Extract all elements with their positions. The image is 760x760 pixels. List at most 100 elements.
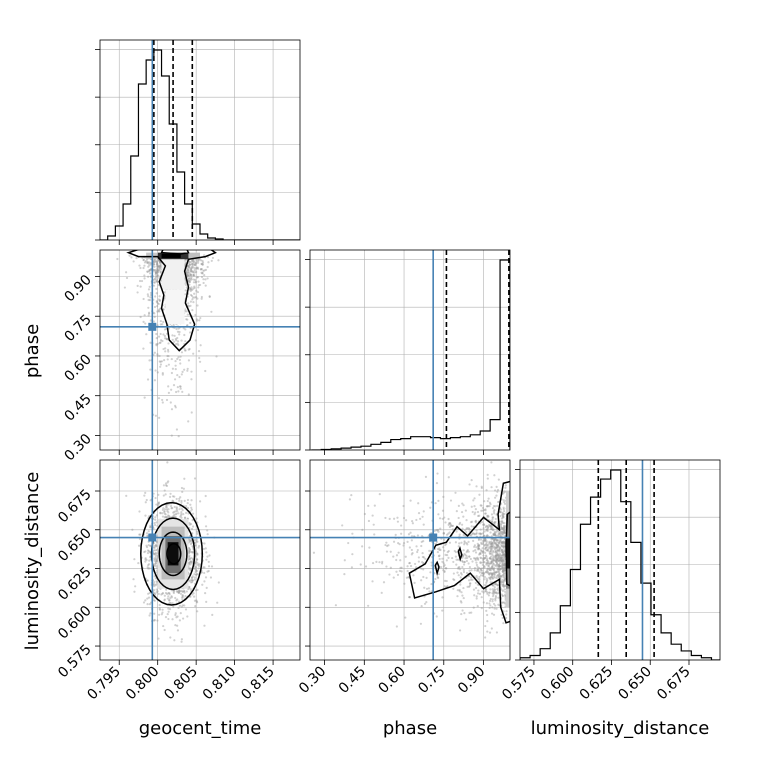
x-tick-label-geocent_time-0: 0.795 — [84, 664, 124, 704]
sample-point — [497, 545, 500, 548]
sample-point — [472, 550, 475, 553]
sample-point — [494, 549, 497, 552]
sample-point — [485, 569, 489, 572]
sample-point — [178, 590, 181, 593]
sample-point — [486, 514, 490, 517]
sample-point — [158, 260, 161, 263]
sample-point — [483, 557, 486, 560]
sample-point — [200, 262, 203, 266]
sample-point — [489, 562, 493, 565]
sample-point — [488, 557, 491, 560]
sample-point — [502, 583, 505, 586]
sample-point — [182, 590, 186, 593]
sample-point — [184, 293, 187, 296]
sample-point — [503, 553, 506, 556]
sample-point — [493, 573, 496, 576]
sample-point — [196, 328, 200, 332]
sample-point — [494, 546, 498, 550]
sample-point — [176, 598, 179, 601]
sample-point — [187, 266, 191, 270]
sample-point — [497, 556, 500, 559]
sample-point — [484, 546, 487, 550]
sample-point — [192, 592, 195, 595]
sample-point — [146, 551, 150, 555]
sample-point — [174, 364, 177, 367]
sample-point — [167, 503, 170, 506]
sample-point — [156, 274, 159, 277]
sample-point — [207, 569, 210, 573]
sample-point — [486, 592, 489, 595]
sample-point — [502, 545, 505, 549]
sample-point — [495, 554, 498, 557]
sample-point — [189, 567, 192, 570]
sample-point — [177, 453, 179, 455]
sample-point — [501, 594, 505, 598]
sample-point — [194, 550, 198, 553]
sample-point — [176, 386, 179, 389]
sample-point — [497, 557, 501, 560]
sample-point — [438, 557, 441, 561]
sample-point — [488, 501, 492, 504]
sample-point — [482, 534, 486, 537]
sample-point — [491, 595, 495, 598]
sample-point — [468, 555, 471, 558]
sample-point — [155, 541, 159, 544]
sample-point — [477, 577, 480, 581]
sample-point — [157, 271, 160, 274]
sample-point — [174, 337, 177, 341]
sample-point — [138, 537, 141, 541]
sample-point — [468, 569, 471, 572]
sample-point — [147, 265, 150, 268]
sample-point — [471, 560, 474, 563]
sample-point — [500, 527, 504, 530]
sample-point — [420, 544, 423, 548]
sample-point — [476, 510, 480, 514]
sample-point — [468, 585, 471, 588]
sample-point — [175, 506, 178, 509]
sample-point — [479, 552, 482, 556]
sample-point — [148, 299, 152, 302]
sample-point — [144, 557, 147, 560]
sample-point — [428, 549, 431, 552]
sample-point — [192, 270, 195, 273]
sample-point — [494, 496, 497, 499]
sample-point — [157, 592, 160, 596]
sample-point — [206, 555, 209, 558]
sample-point — [145, 558, 148, 562]
sample-point — [398, 543, 401, 546]
frame-geocent_time — [99, 39, 301, 241]
sample-point — [453, 578, 456, 582]
sample-point — [443, 579, 447, 582]
sample-point — [503, 545, 506, 548]
sample-point — [502, 571, 505, 574]
sample-point — [178, 358, 182, 362]
sample-point — [157, 493, 160, 496]
sample-point — [185, 271, 189, 275]
sample-point — [490, 567, 493, 570]
sample-point — [188, 287, 191, 290]
sample-point — [493, 576, 497, 579]
sample-point — [493, 521, 496, 524]
sample-point — [130, 256, 133, 259]
sample-point — [496, 557, 499, 560]
sample-point — [483, 556, 487, 560]
sample-point — [496, 573, 499, 577]
sample-point — [482, 527, 485, 530]
sample-point — [466, 549, 469, 553]
sample-point — [146, 378, 150, 381]
sample-point — [372, 523, 375, 526]
sample-point — [153, 618, 156, 622]
sample-point — [176, 510, 179, 513]
sample-point — [455, 558, 458, 561]
sample-point — [477, 558, 480, 561]
sample-point — [447, 549, 450, 553]
sample-point — [501, 559, 504, 562]
sample-point — [500, 556, 503, 560]
sample-point — [490, 513, 494, 516]
sample-point — [361, 545, 364, 548]
sample-point — [193, 578, 196, 581]
sample-point — [499, 567, 503, 571]
sample-point — [420, 579, 423, 582]
y-tick-label-luminosity_distance-2: 0.625 — [55, 564, 95, 604]
sample-point — [189, 287, 193, 291]
